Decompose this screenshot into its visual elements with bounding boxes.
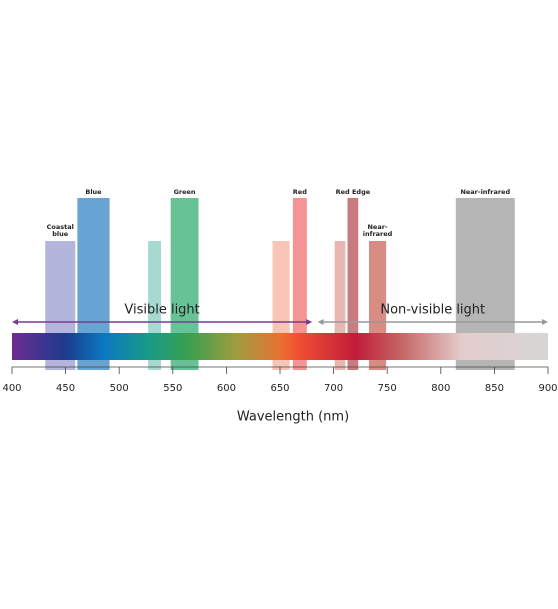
x-tick-label: 700 — [324, 383, 343, 394]
arrow-head — [542, 319, 548, 325]
region-label: Non-visible light — [380, 303, 485, 318]
x-tick-label: 900 — [538, 383, 557, 394]
region-label: Visible light — [124, 303, 199, 318]
band — [334, 241, 346, 370]
x-tick-label: 450 — [56, 383, 75, 394]
band-label: Red — [292, 188, 307, 196]
x-tick-label: 500 — [110, 383, 129, 394]
x-tick-label: 550 — [163, 383, 182, 394]
arrow-head — [306, 319, 313, 325]
x-tick-label: 600 — [217, 383, 236, 394]
spectrum-bar — [12, 333, 548, 360]
x-axis-label: Wavelength (nm) — [237, 410, 349, 425]
arrow-head — [12, 319, 18, 325]
band-label: Coastal blue — [46, 223, 74, 238]
band-label: Near-infrared — [460, 188, 511, 196]
x-tick-label: 400 — [2, 383, 21, 394]
band-label: Red Edge — [335, 188, 371, 196]
band — [292, 198, 307, 370]
band-label: Blue — [85, 188, 102, 196]
x-tick-label: 750 — [378, 383, 397, 394]
x-tick-label: 650 — [270, 383, 289, 394]
x-tick-label: 800 — [431, 383, 450, 394]
arrow-head — [317, 319, 324, 325]
band-label: Green — [173, 188, 196, 196]
x-tick-label: 850 — [485, 383, 504, 394]
band-label: Near-infrared — [362, 223, 393, 238]
band — [347, 198, 359, 370]
